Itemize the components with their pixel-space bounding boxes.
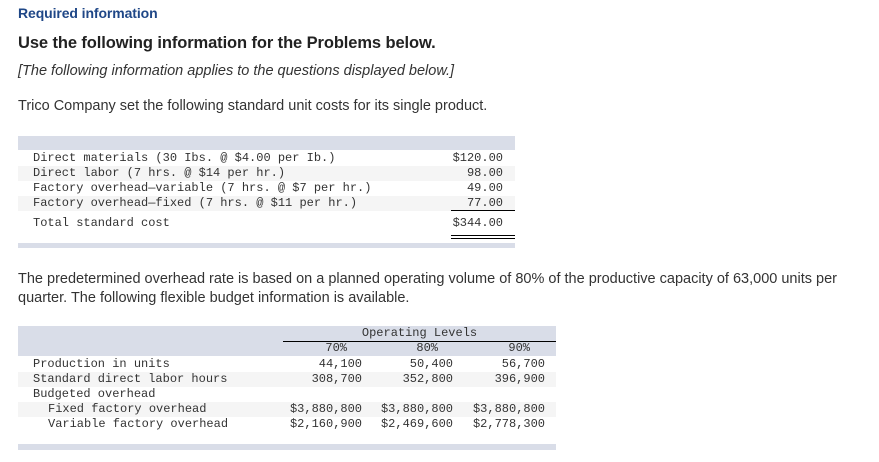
table-footer-bar <box>18 444 556 450</box>
cell-90: $3,880,800 <box>472 402 545 416</box>
total-row: Total standard cost $344.00 <box>18 216 515 231</box>
table-row: Factory overhead—fixed (7 hrs. @ $11 per… <box>18 196 515 211</box>
row-label: Variable factory overhead <box>48 417 229 431</box>
table-row: Direct materials (30 Ibs. @ $4.00 per Ib… <box>18 151 515 166</box>
intro-text: Trico Company set the following standard… <box>18 98 488 114</box>
table-row: Budgeted overhead <box>18 387 556 402</box>
table-row: Direct labor (7 hrs. @ $14 per hr.) 98.0… <box>18 166 515 181</box>
row-label: Production in units <box>33 357 170 371</box>
table-row: Variable factory overhead $2,160,900 $2,… <box>18 417 556 432</box>
total-value: $344.00 <box>452 216 503 230</box>
row-value: $120.00 <box>452 151 503 165</box>
row-value: 98.00 <box>466 166 503 180</box>
row-label: Direct labor (7 hrs. @ $14 per hr.) <box>33 166 286 180</box>
column-header-70: 70% <box>325 341 347 355</box>
cell-80: 352,800 <box>402 372 453 386</box>
row-label: Standard direct labor hours <box>33 372 228 386</box>
column-header-80: 80% <box>416 341 438 355</box>
required-information-heading: Required information <box>18 5 158 21</box>
row-label: Factory overhead—fixed (7 hrs. @ $11 per… <box>33 196 358 210</box>
standard-cost-table: Direct materials (30 Ibs. @ $4.00 per Ib… <box>18 136 515 248</box>
column-header-90: 90% <box>508 341 530 355</box>
applies-note: [The following information applies to th… <box>18 63 455 79</box>
table-row: Standard direct labor hours 308,700 352,… <box>18 372 556 387</box>
cell-90: 396,900 <box>494 372 545 386</box>
table-header-bar <box>18 136 515 150</box>
row-label: Direct materials (30 Ibs. @ $4.00 per Ib… <box>33 151 336 165</box>
cell-90: 56,700 <box>501 357 545 371</box>
cell-80: 50,400 <box>409 357 453 371</box>
cell-70: 308,700 <box>311 372 362 386</box>
row-label: Factory overhead—variable (7 hrs. @ $7 p… <box>33 181 372 195</box>
cell-80: $3,880,800 <box>380 402 453 416</box>
cell-70: $2,160,900 <box>289 417 362 431</box>
table-footer-bar <box>18 243 515 248</box>
section-title: Use the following information for the Pr… <box>18 34 436 52</box>
cell-70: 44,100 <box>318 357 362 371</box>
cell-70: $3,880,800 <box>289 402 362 416</box>
table-row: Fixed factory overhead $3,880,800 $3,880… <box>18 402 556 417</box>
flexible-budget-table: Operating Levels 70% 80% 90% Production … <box>18 326 556 450</box>
table-row: Factory overhead—variable (7 hrs. @ $7 p… <box>18 181 515 196</box>
row-label: Fixed factory overhead <box>48 402 207 416</box>
cell-80: $2,469,600 <box>380 417 453 431</box>
budget-paragraph: The predetermined overhead rate is based… <box>18 271 837 306</box>
operating-levels-header: Operating Levels <box>283 326 556 342</box>
row-value: 49.00 <box>466 181 503 195</box>
total-label: Total standard cost <box>33 216 170 230</box>
table-row: Production in units 44,100 50,400 56,700 <box>18 357 556 372</box>
row-label: Budgeted overhead <box>33 387 156 401</box>
cell-90: $2,778,300 <box>472 417 545 431</box>
row-value: 77.00 <box>466 196 503 210</box>
subtotal-underline <box>451 210 515 211</box>
total-double-underline <box>451 235 515 239</box>
